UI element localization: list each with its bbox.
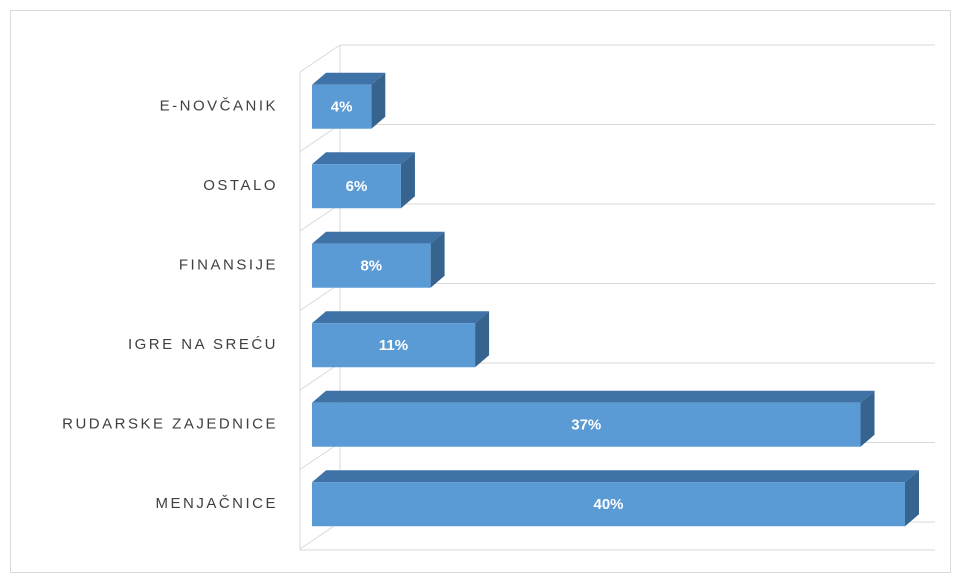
bar [312, 84, 372, 129]
bar-side [430, 231, 445, 288]
grid-line [299, 283, 341, 311]
grid-line [299, 124, 341, 152]
value-label: 8% [360, 258, 382, 275]
bar-side [371, 72, 386, 129]
category-label: FINANSIJE [179, 257, 278, 274]
value-label: 11% [379, 337, 408, 354]
bar-side [905, 470, 919, 527]
grid-line [299, 203, 341, 232]
bar-top [312, 152, 415, 165]
bar-side [400, 152, 415, 209]
bar-top [312, 390, 875, 403]
bar-top [312, 72, 386, 85]
grid-line [299, 521, 341, 550]
grid-line [299, 442, 341, 470]
value-label: 6% [346, 178, 368, 195]
grid-line [299, 44, 341, 73]
grid-line [299, 362, 341, 391]
category-label: E-NOVČANIK [160, 98, 278, 115]
category-label: OSTALO [203, 177, 278, 194]
category-label: MENJAČNICE [155, 495, 278, 512]
bar-side [860, 390, 875, 447]
value-label: 37% [571, 417, 601, 434]
value-label: 4% [331, 99, 353, 116]
category-label: RUDARSKE ZAJEDNICE [62, 416, 278, 433]
bar-top [312, 470, 919, 483]
bar [312, 323, 476, 368]
bar [312, 402, 861, 447]
bar [312, 482, 905, 527]
bar [312, 164, 401, 209]
category-label: IGRE NA SREĆU [128, 336, 278, 353]
value-label: 40% [593, 496, 623, 513]
bar-top [312, 311, 490, 324]
bar [312, 243, 431, 288]
bar-top [312, 231, 445, 244]
bar-side [475, 311, 490, 368]
